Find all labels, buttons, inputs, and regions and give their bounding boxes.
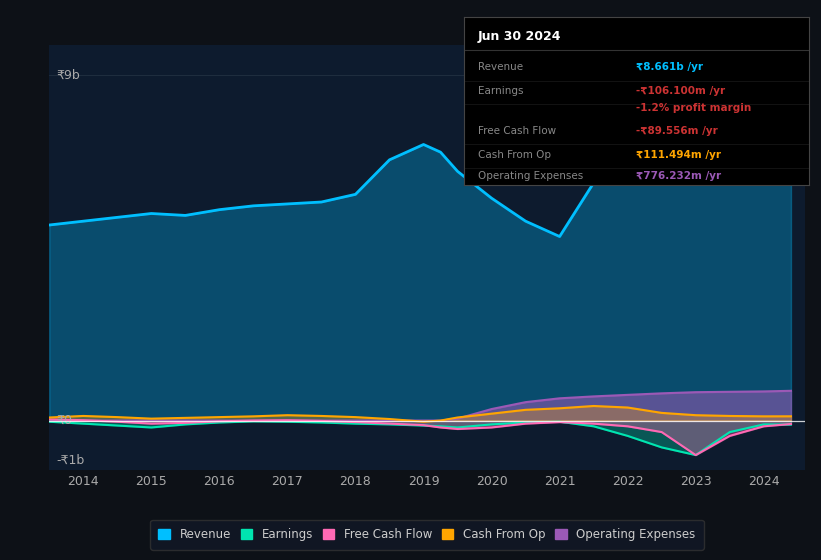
Text: -₹1b: -₹1b [56,454,85,467]
Text: ₹8.661b /yr: ₹8.661b /yr [636,62,704,72]
Text: Free Cash Flow: Free Cash Flow [478,126,556,136]
Text: Earnings: Earnings [478,86,523,96]
Text: Revenue: Revenue [478,62,523,72]
Legend: Revenue, Earnings, Free Cash Flow, Cash From Op, Operating Expenses: Revenue, Earnings, Free Cash Flow, Cash … [150,520,704,549]
Text: ₹9b: ₹9b [56,69,80,82]
Text: Operating Expenses: Operating Expenses [478,171,583,181]
Text: ₹111.494m /yr: ₹111.494m /yr [636,150,722,160]
Text: -1.2% profit margin: -1.2% profit margin [636,102,751,113]
Text: ₹0: ₹0 [56,414,72,427]
Text: Jun 30 2024: Jun 30 2024 [478,30,562,43]
Text: -₹89.556m /yr: -₹89.556m /yr [636,126,718,136]
Text: Cash From Op: Cash From Op [478,150,551,160]
Text: -₹106.100m /yr: -₹106.100m /yr [636,86,726,96]
Text: ₹776.232m /yr: ₹776.232m /yr [636,171,722,181]
